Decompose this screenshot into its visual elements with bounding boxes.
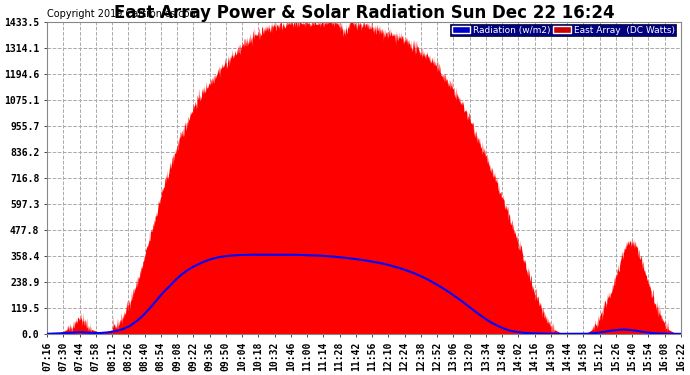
Title: East Array Power & Solar Radiation Sun Dec 22 16:24: East Array Power & Solar Radiation Sun D…: [114, 4, 614, 22]
Legend: Radiation (w/m2), East Array  (DC Watts): Radiation (w/m2), East Array (DC Watts): [450, 24, 676, 36]
Text: Copyright 2019 Cartronics.com: Copyright 2019 Cartronics.com: [47, 9, 199, 19]
